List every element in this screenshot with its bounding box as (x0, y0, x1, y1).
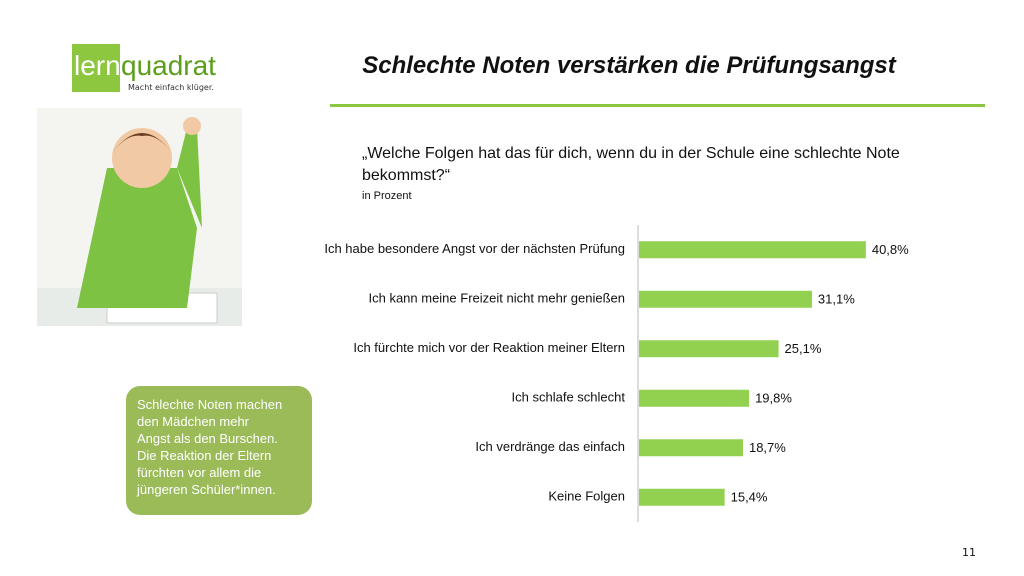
bar (639, 439, 743, 457)
category-label: Ich schlafe schlecht (512, 390, 626, 405)
bar (639, 241, 866, 259)
callout-line: Die Reaktion der Eltern (137, 448, 272, 463)
callout-text: Schlechte Noten machen den Mädchen mehr An… (137, 396, 282, 498)
slide-title: Schlechte Noten verstärken die Prüfungsa… (362, 52, 896, 79)
chart-subtitle: in Prozent (362, 190, 412, 202)
value-label: 25,1% (785, 341, 822, 356)
category-label: Ich kann meine Freizeit nicht mehr genie… (368, 291, 625, 306)
logo-text: lern (74, 50, 121, 81)
page-number: 11 (962, 546, 976, 559)
category-label: Ich verdränge das einfach (475, 439, 625, 454)
bar (639, 488, 725, 506)
callout-line: jüngeren Schüler*innen. (137, 482, 276, 497)
bar (639, 340, 779, 358)
value-label: 19,8% (755, 391, 792, 406)
bar (639, 290, 812, 308)
photo (37, 108, 242, 326)
callout-line: Angst als den Burschen. (137, 431, 278, 446)
value-label: 40,8% (872, 242, 909, 257)
callout-line: fürchten vor allem die (137, 465, 262, 480)
callout-box (126, 386, 312, 515)
logo-text: quadrat (121, 50, 216, 81)
category-label: Ich habe besondere Angst vor der nächste… (324, 241, 625, 256)
callout-line: Schlechte Noten machen (137, 397, 283, 412)
title-rule (330, 104, 985, 107)
category-label: Keine Folgen (548, 489, 625, 504)
logo-tagline: Macht einfach klüger. (128, 83, 214, 92)
value-label: 31,1% (818, 292, 855, 307)
bar (639, 389, 750, 407)
value-label: 15,4% (731, 490, 768, 505)
callout-line: den Mädchen mehr (137, 414, 250, 429)
logo-box (72, 44, 120, 92)
category-label: Ich fürchte mich vor der Reaktion meiner… (353, 340, 625, 355)
chart-title: „Welche Folgen hat das für dich, wenn du… (362, 145, 900, 184)
value-label: 18,7% (749, 440, 786, 455)
